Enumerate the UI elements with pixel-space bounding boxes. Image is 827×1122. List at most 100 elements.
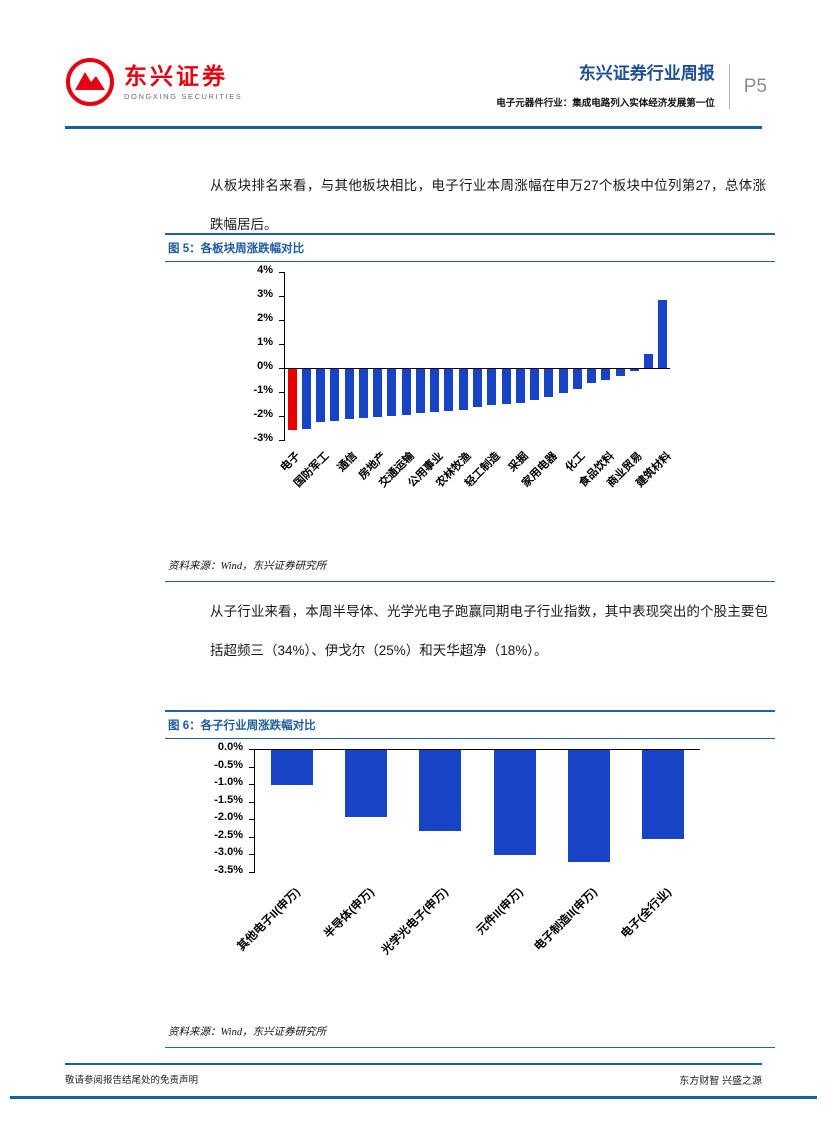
y-tick-mark <box>279 368 285 369</box>
bar <box>373 369 383 417</box>
x-axis-line <box>254 749 700 750</box>
brand-name-cn: 东兴证券 <box>124 63 228 89</box>
header-right: 东兴证券行业周报 电子元器件行业：集成电路列入实体经济发展第一位 P5 <box>496 64 767 109</box>
bar <box>271 750 314 785</box>
bar <box>401 369 411 415</box>
bar <box>345 750 388 817</box>
y-axis-line <box>254 749 255 872</box>
y-tick-mark <box>279 272 285 273</box>
y-tick-label: 0.0% <box>217 741 243 753</box>
x-axis-label: 半导体(申万) <box>322 885 377 941</box>
x-axis-label: 电子(全行业) <box>618 885 674 941</box>
y-tick-mark <box>279 440 285 441</box>
page-number: P5 <box>743 75 767 97</box>
x-axis-label: 其他电子II(申万) <box>235 885 303 953</box>
report-title: 东兴证券行业周报 <box>578 64 715 83</box>
y-tick-label: -1.0% <box>214 776 243 788</box>
y-tick-mark <box>249 749 255 750</box>
brand-name-en: DONGXING SECURITIES <box>124 92 243 101</box>
bar <box>316 369 326 422</box>
y-tick-mark <box>249 854 255 855</box>
bar <box>658 299 668 368</box>
y-tick-label: 3% <box>257 288 273 300</box>
brand-logo: 东兴证券 DONGXING SECURITIES <box>64 56 242 108</box>
bar <box>515 369 525 403</box>
y-tick-mark <box>249 836 255 838</box>
bar <box>487 369 497 405</box>
y-tick-label: -2.0% <box>214 811 243 823</box>
y-tick-label: 0% <box>257 360 273 372</box>
bar <box>473 369 482 408</box>
y-tick-label: -3% <box>253 432 273 444</box>
header-rule <box>65 126 762 129</box>
bar <box>419 750 462 831</box>
y-tick-label: -1% <box>253 384 273 396</box>
y-tick-label: 2% <box>257 312 273 324</box>
figure6-block: 图 6：各子行业周涨跌幅对比 0.0% -0.5% -1.0% -1.5% -2.0% -… <box>165 710 775 1048</box>
bar <box>530 369 540 401</box>
bar <box>330 369 340 421</box>
figure5-source: 资料来源：Wind，东兴证券研究所 <box>165 555 775 582</box>
figure6-source: 资料来源：Wind，东兴证券研究所 <box>165 1021 775 1048</box>
bar <box>641 750 684 840</box>
figure6-chart: 0.0% -0.5% -1.0% -1.5% -2.0% -2.5% -3.0% -3.5% 其… <box>165 739 775 1021</box>
y-tick-label: 4% <box>257 264 273 276</box>
y-tick-mark <box>279 320 285 321</box>
y-tick-mark <box>249 871 255 873</box>
bar <box>287 369 297 431</box>
footer-disclaimer: 敬请参阅报告结尾处的免责声明 <box>65 1075 199 1086</box>
subsector-paragraph: 从子行业来看，本周半导体、光学光电子跑赢同期电子行业指数，其中表现突出的个股主要… <box>210 603 768 658</box>
x-axis-label: 元件II(申万) <box>474 885 526 937</box>
bottom-rule <box>10 1096 817 1099</box>
bar <box>544 369 554 397</box>
x-axis-line <box>284 368 670 369</box>
y-tick-label: -3.0% <box>214 846 243 858</box>
y-tick-label: -0.5% <box>214 758 243 771</box>
header-divider <box>728 64 730 109</box>
bar <box>458 369 468 410</box>
y-tick-label: -1.5% <box>214 793 243 806</box>
bar <box>415 369 425 414</box>
y-tick-mark <box>249 819 255 820</box>
figure5-caption: 图 5：各板块周涨跌幅对比 <box>165 233 775 262</box>
figure6-caption: 图 6：各子行业周涨跌幅对比 <box>165 710 775 739</box>
header-title-block: 东兴证券行业周报 电子元器件行业：集成电路列入实体经济发展第一位 <box>496 64 729 109</box>
y-tick-mark <box>279 416 285 417</box>
brand-text: 东兴证券 DONGXING SECURITIES <box>124 63 242 101</box>
bar <box>567 750 610 862</box>
bar <box>344 369 354 420</box>
bar <box>387 369 397 416</box>
bar <box>501 369 511 404</box>
intro-paragraph: 从板块排名来看，与其他板块相比，电子行业本周涨幅在申万27个板块中位列第27，总… <box>210 177 766 232</box>
bar <box>629 369 639 372</box>
bar <box>615 369 625 377</box>
y-tick-mark <box>279 392 285 393</box>
y-tick-label: -2% <box>253 408 273 420</box>
footer-rule <box>65 1063 762 1065</box>
y-tick-label: -3.5% <box>214 863 243 876</box>
bar <box>444 369 454 411</box>
y-tick-mark <box>279 296 285 297</box>
bar <box>644 353 654 368</box>
bar <box>493 750 536 855</box>
bar <box>587 369 597 384</box>
y-axis-line <box>284 272 285 440</box>
y-tick-mark <box>249 766 255 768</box>
bar <box>301 369 311 429</box>
x-axis-label: 电子制造II(申万) <box>532 885 600 953</box>
y-tick-label: 1% <box>257 336 273 348</box>
report-subtitle: 电子元器件行业：集成电路列入实体经济发展第一位 <box>496 99 715 109</box>
bar <box>358 369 368 419</box>
footer-slogan: 东方财智 兴盛之源 <box>679 1076 762 1087</box>
dongxing-logo-icon <box>64 56 116 108</box>
figure5-block: 图 5：各板块周涨跌幅对比 4% 3% 2% 1% 0% -1% -2% -3% 电子 国防军工通… <box>165 233 775 582</box>
y-tick-mark <box>249 784 255 785</box>
y-tick-label: -2.5% <box>214 828 243 841</box>
bar <box>430 369 440 413</box>
bar <box>601 369 611 380</box>
bar <box>572 369 582 390</box>
y-tick-mark <box>279 344 285 345</box>
bar <box>558 369 568 393</box>
y-tick-mark <box>249 801 255 803</box>
